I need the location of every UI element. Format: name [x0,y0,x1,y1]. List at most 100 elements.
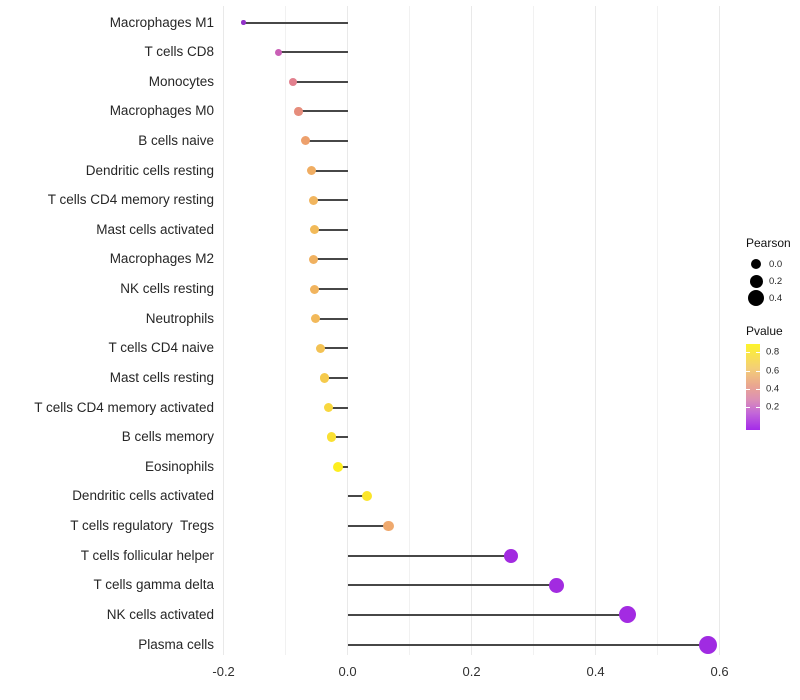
data-point [309,254,318,264]
category-label: Neutrophils [145,310,214,326]
category-label: Plasma cells [138,636,214,652]
category-label: Macrophages M2 [109,251,214,267]
size-legend-dot-wrap [746,259,766,269]
lollipop-segment [347,495,367,498]
lollipop-segment [347,554,511,557]
data-point [333,461,344,472]
pvalue-color-legend: Pvalue 0.8 0.6 0.4 0.2 [746,324,783,430]
size-legend-dot [748,290,764,306]
lollipop-segment [320,347,348,350]
x-tick-label: -0.2 [212,664,235,679]
category-label: T cells regulatory Tregs [70,518,214,534]
category-label: T cells follicular helper [80,547,214,563]
gradient-bar [746,344,760,430]
gridline-major [222,6,225,655]
category-label: B cells naive [138,132,214,148]
category-label: Mast cells activated [96,221,214,237]
lollipop-segment [314,228,348,231]
category-label: NK cells activated [106,606,214,622]
category-label: Monocytes [148,73,214,89]
lollipop-segment [298,110,348,113]
gridline-minor [533,6,535,655]
gradient-tick-mark [756,389,760,390]
lollipop-segment [311,169,348,172]
gradient-tick-mark [756,352,760,353]
size-legend-item: 0.2 [746,273,791,289]
data-point [383,520,394,532]
color-legend-title: Pvalue [746,324,783,338]
lollipop-segment [243,21,348,24]
data-point [618,606,636,624]
gradient-tick-mark [746,352,750,353]
gradient-tick-mark [746,389,750,390]
data-point [311,314,321,324]
lollipop-segment [347,643,709,646]
data-point [326,432,337,442]
data-point [361,491,372,502]
size-legend-items: 0.0 0.2 0.4 [746,256,791,306]
data-point [275,48,283,56]
size-legend-dot [749,274,763,288]
category-label: T cells CD4 memory resting [47,192,214,208]
gridline-minor [657,6,659,655]
category-label: T cells CD8 [144,44,214,60]
data-point [309,225,319,235]
size-legend-title: Pearson [746,236,791,250]
data-point [503,548,518,563]
category-label: NK cells resting [120,281,214,297]
size-legend-item: 0.0 [746,256,791,272]
category-label: Dendritic cells resting [85,162,214,178]
x-tick-label: 0.0 [338,664,357,679]
lollipop-segment [347,584,557,587]
data-point [294,107,303,116]
category-label: T cells CD4 naive [108,340,214,356]
pearson-size-legend: Pearson 0.0 0.2 0.4 [746,236,791,307]
data-point [241,20,246,25]
x-tick-label: 0.6 [710,664,729,679]
gradient-tick-mark [746,407,750,408]
data-point [289,77,298,86]
size-legend-dot [751,259,761,269]
data-point [306,166,316,176]
lollipop-segment [324,376,348,379]
lollipop-segment [347,525,389,528]
gridline-major [470,6,473,655]
data-point [319,373,330,383]
gridline-major [346,6,349,655]
category-label: B cells memory [121,429,214,445]
gradient-tick-mark [756,371,760,372]
x-tick-label: 0.2 [462,664,481,679]
lollipop-segment [293,80,348,83]
gradient-tick-label: 0.8 [766,346,780,358]
size-legend-label: 0.0 [769,258,783,270]
size-legend-dot-wrap [746,290,766,306]
size-legend-dot-wrap [746,274,766,288]
lollipop-segment [328,406,348,409]
gradient-tick-mark [746,371,750,372]
lollipop-segment [278,51,348,54]
data-point [309,195,318,205]
gradient-tick-label: 0.6 [766,365,780,377]
data-point [300,136,310,146]
x-tick-label: 0.4 [586,664,605,679]
gridline-major [718,6,721,655]
color-legend-gradient: 0.8 0.6 0.4 0.2 [746,344,779,430]
category-label: Dendritic cells activated [72,488,214,504]
lollipop-segment [313,258,348,261]
category-label: T cells gamma delta [93,577,214,593]
category-label: Mast cells resting [109,369,214,385]
lollipop-segment [331,436,348,439]
data-point [310,284,320,294]
lollipop-segment [314,288,348,291]
data-point [699,635,718,654]
gradient-tick-mark [756,407,760,408]
lollipop-segment [305,139,348,142]
lollipop-segment [313,199,348,202]
gradient-tick-label: 0.4 [766,383,780,395]
gridline-major [594,6,597,655]
gridline-minor [285,6,287,655]
lollipop-segment [315,317,348,320]
category-label: T cells CD4 memory activated [34,399,214,415]
gradient-tick-label: 0.2 [766,401,780,413]
